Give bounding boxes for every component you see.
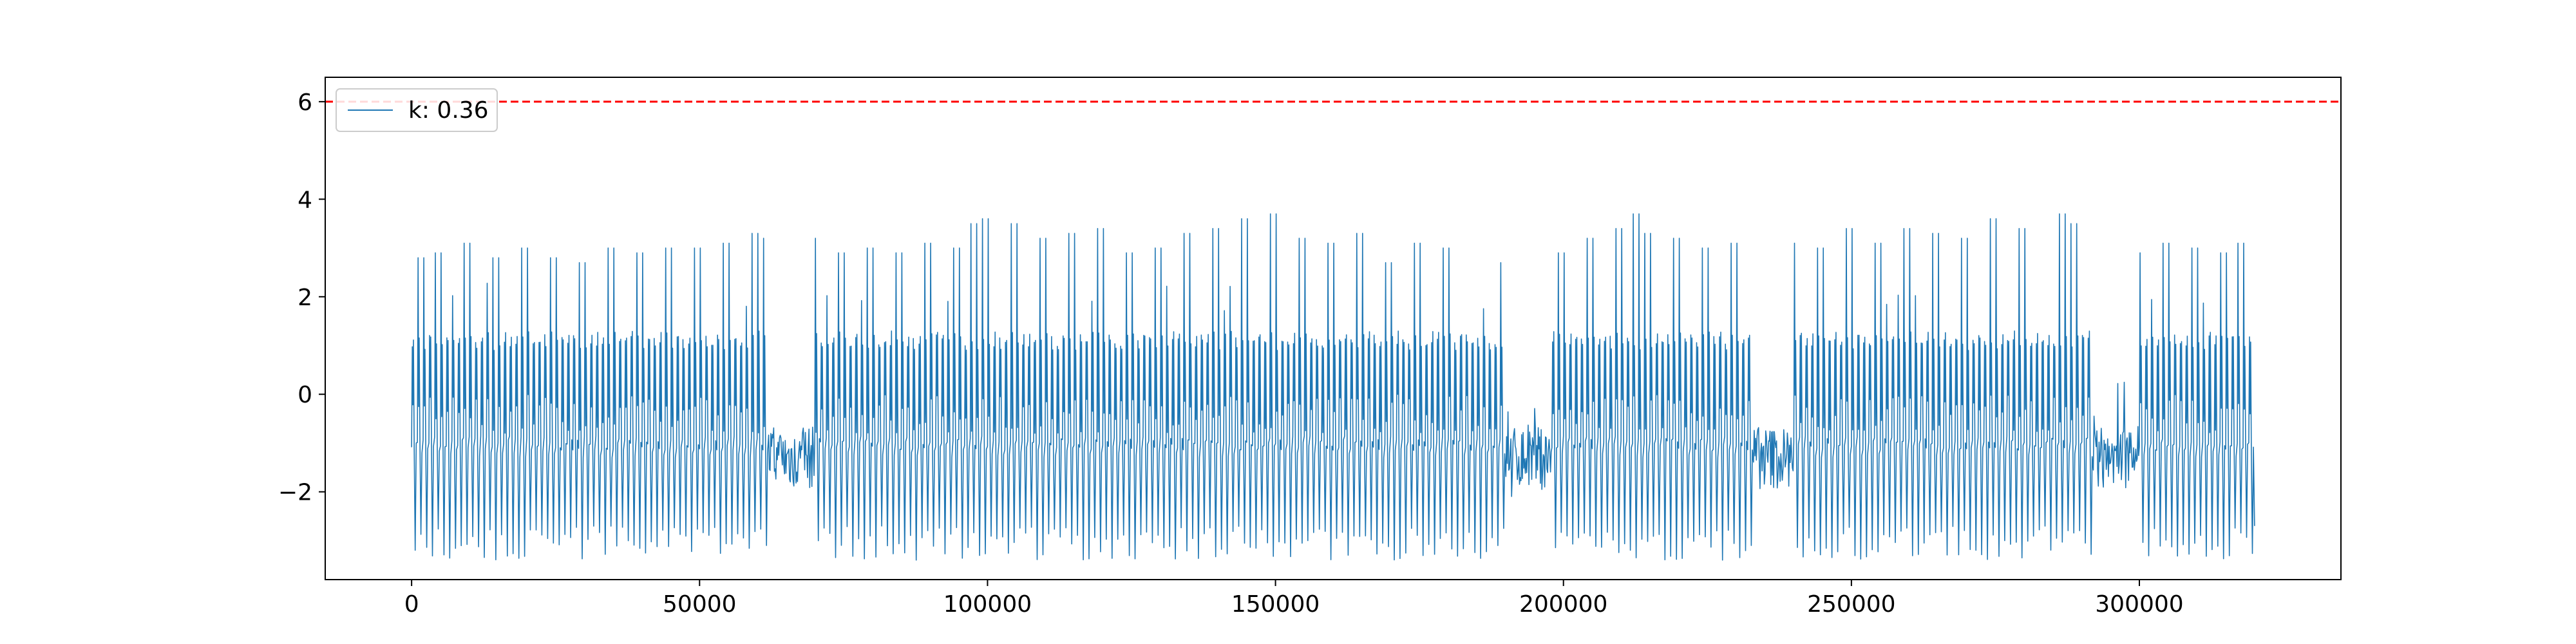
y-tick-label: 2 — [298, 285, 312, 311]
plot-area-frame — [325, 77, 2342, 580]
y-axis: −2 0 2 4 6 — [278, 90, 325, 506]
x-tick-label: 150000 — [1231, 591, 1320, 618]
x-tick-label: 50000 — [663, 591, 737, 618]
x-tick-label: 100000 — [943, 591, 1032, 618]
y-tick-label: −2 — [278, 480, 312, 506]
series-line — [411, 213, 2255, 561]
legend: k: 0.36 — [336, 88, 498, 132]
y-tick-label: 4 — [298, 187, 312, 213]
x-axis: 0 50000 100000 150000 200000 250000 300000 — [404, 580, 2184, 618]
x-tick-label: 0 — [404, 591, 419, 618]
x-tick-label: 250000 — [1807, 591, 1895, 618]
y-tick-label: 0 — [298, 382, 312, 408]
x-tick-label: 300000 — [2095, 591, 2183, 618]
legend-label: k: 0.36 — [408, 97, 489, 124]
y-tick-label: 6 — [298, 90, 312, 116]
series-path — [411, 213, 2255, 561]
legend-box — [336, 88, 498, 132]
x-tick-label: 200000 — [1519, 591, 1607, 618]
